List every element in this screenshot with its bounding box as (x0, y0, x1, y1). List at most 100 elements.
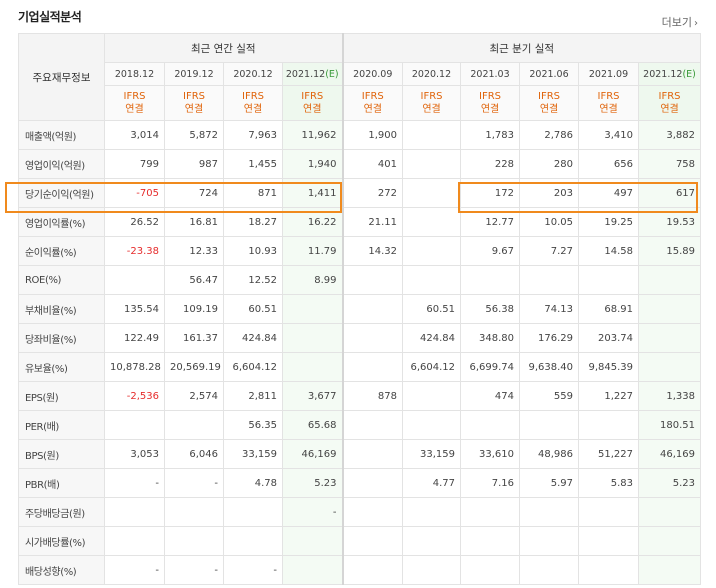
basis-ifrs: IFRS (658, 91, 681, 102)
period-label: 2021.03 (470, 68, 510, 80)
table-cell (281, 323, 344, 353)
chevron-right-icon: › (694, 18, 698, 29)
table-cell (402, 410, 462, 440)
period-label: 2021.06 (529, 68, 569, 80)
table-cell: 4.78 (223, 468, 283, 498)
table-cell: 559 (519, 381, 580, 411)
table-cell: 3,677 (281, 381, 344, 411)
period-header: 2018.12 (104, 62, 165, 86)
table-cell: 14.58 (578, 236, 640, 266)
period-label: 2020.09 (353, 68, 393, 80)
table-cell: 1,900 (341, 120, 404, 150)
table-cell: 2,811 (223, 381, 283, 411)
table-cell: 474 (460, 381, 521, 411)
table-cell: - (164, 468, 224, 498)
table-cell: 9,845.39 (578, 352, 640, 382)
table-cell (402, 555, 462, 585)
table-row: 시가배당률(%) (18, 526, 702, 556)
table-cell: 987 (164, 149, 224, 179)
table-cell: 203.74 (578, 323, 640, 353)
table-cell: 74.13 (519, 294, 580, 324)
table-cell: 10,878.28 (104, 352, 165, 382)
basis-header: IFRS 연결 (638, 85, 702, 121)
estimate-tag: (E) (682, 68, 696, 80)
table-cell (164, 410, 224, 440)
row-label: 부채비율(%) (18, 294, 105, 324)
table-cell (164, 497, 224, 527)
table-cell: 14.32 (341, 236, 404, 266)
table-cell (402, 149, 462, 179)
table-row: 유보율(%) 10,878.28 20,569.19 6,604.12 6,604.12… (18, 352, 702, 382)
corner-header: 주요재무정보 (18, 33, 105, 121)
table-cell: 176.29 (519, 323, 580, 353)
table-cell: 46,169 (638, 439, 702, 469)
annual-group-header: 최근 연간 실적 (103, 33, 344, 63)
basis-consolidated: 연결 (539, 104, 559, 115)
row-label: 유보율(%) (18, 352, 105, 382)
more-link[interactable]: 더보기 › (662, 14, 698, 30)
row-label: 매출액(억원) (18, 120, 105, 150)
table-cell: 33,159 (223, 439, 283, 469)
table-cell (341, 439, 404, 469)
period-header: 2019.12 (164, 62, 224, 86)
table-cell: 6,699.74 (460, 352, 521, 382)
table-cell (638, 352, 702, 382)
period-header: 2021.09 (578, 62, 640, 86)
table-cell (223, 497, 283, 527)
table-cell (638, 497, 702, 527)
table-row: 주당배당금(원) - (18, 497, 702, 527)
table-cell: - (223, 555, 283, 585)
table-cell: 1,455 (223, 149, 283, 179)
row-label: ROE(%) (18, 265, 105, 295)
table-cell: 5.97 (519, 468, 580, 498)
basis-consolidated: 연결 (363, 104, 382, 115)
table-row: BPS(원) 3,053 6,046 33,159 46,169 33,159 33,610… (18, 439, 702, 469)
table-cell: 3,882 (638, 120, 702, 150)
table-cell: 12.52 (223, 265, 283, 295)
table-cell: 135.54 (104, 294, 165, 324)
period-header: 2020.09 (341, 62, 404, 86)
table-cell (638, 555, 702, 585)
table-cell (460, 410, 521, 440)
basis-ifrs: IFRS (301, 91, 324, 102)
basis-ifrs: IFRS (597, 91, 620, 102)
table-cell (519, 265, 580, 295)
table-cell: 424.84 (223, 323, 283, 353)
table-cell: 9.67 (460, 236, 521, 266)
table-cell: 109.19 (164, 294, 224, 324)
period-header: 2020.12 (223, 62, 283, 86)
table-cell: 5.23 (638, 468, 702, 498)
table-cell (341, 468, 404, 498)
table-cell (460, 497, 521, 527)
basis-consolidated: 연결 (125, 104, 144, 115)
basis-header: IFRS 연결 (281, 85, 344, 121)
period-header: 2020.12 (402, 62, 462, 86)
row-label: PER(배) (18, 410, 105, 440)
table-cell: 656 (578, 149, 640, 179)
row-label: 시가배당률(%) (18, 526, 105, 556)
table-cell: 6,046 (164, 439, 224, 469)
table-row: 부채비율(%) 135.54 109.19 60.51 60.51 56.38 74.13 6… (18, 294, 702, 324)
basis-ifrs: IFRS (538, 91, 561, 102)
table-cell: 1,338 (638, 381, 702, 411)
basis-header: IFRS 연결 (578, 85, 640, 121)
table-cell: 68.91 (578, 294, 640, 324)
basis-consolidated: 연결 (660, 104, 679, 115)
table-row: 순이익률(%) -23.38 12.33 10.93 11.79 14.32 9.67 7.2… (18, 236, 702, 266)
table-cell (281, 294, 344, 324)
period-label: 2019.12 (174, 68, 214, 80)
table-cell (402, 178, 462, 208)
table-cell: 6,604.12 (223, 352, 283, 382)
period-label: 2020.12 (233, 68, 273, 80)
table-cell (402, 120, 462, 150)
table-cell: 5.83 (578, 468, 640, 498)
table-cell: 56.38 (460, 294, 521, 324)
period-header: 2021.12(E) (281, 62, 344, 86)
table-cell (638, 265, 702, 295)
basis-ifrs: IFRS (183, 91, 205, 102)
table-cell: 33,610 (460, 439, 521, 469)
basis-consolidated: 연결 (480, 104, 500, 115)
table-cell: - (164, 555, 224, 585)
row-label: PBR(배) (18, 468, 105, 498)
basis-consolidated: 연결 (599, 104, 618, 115)
